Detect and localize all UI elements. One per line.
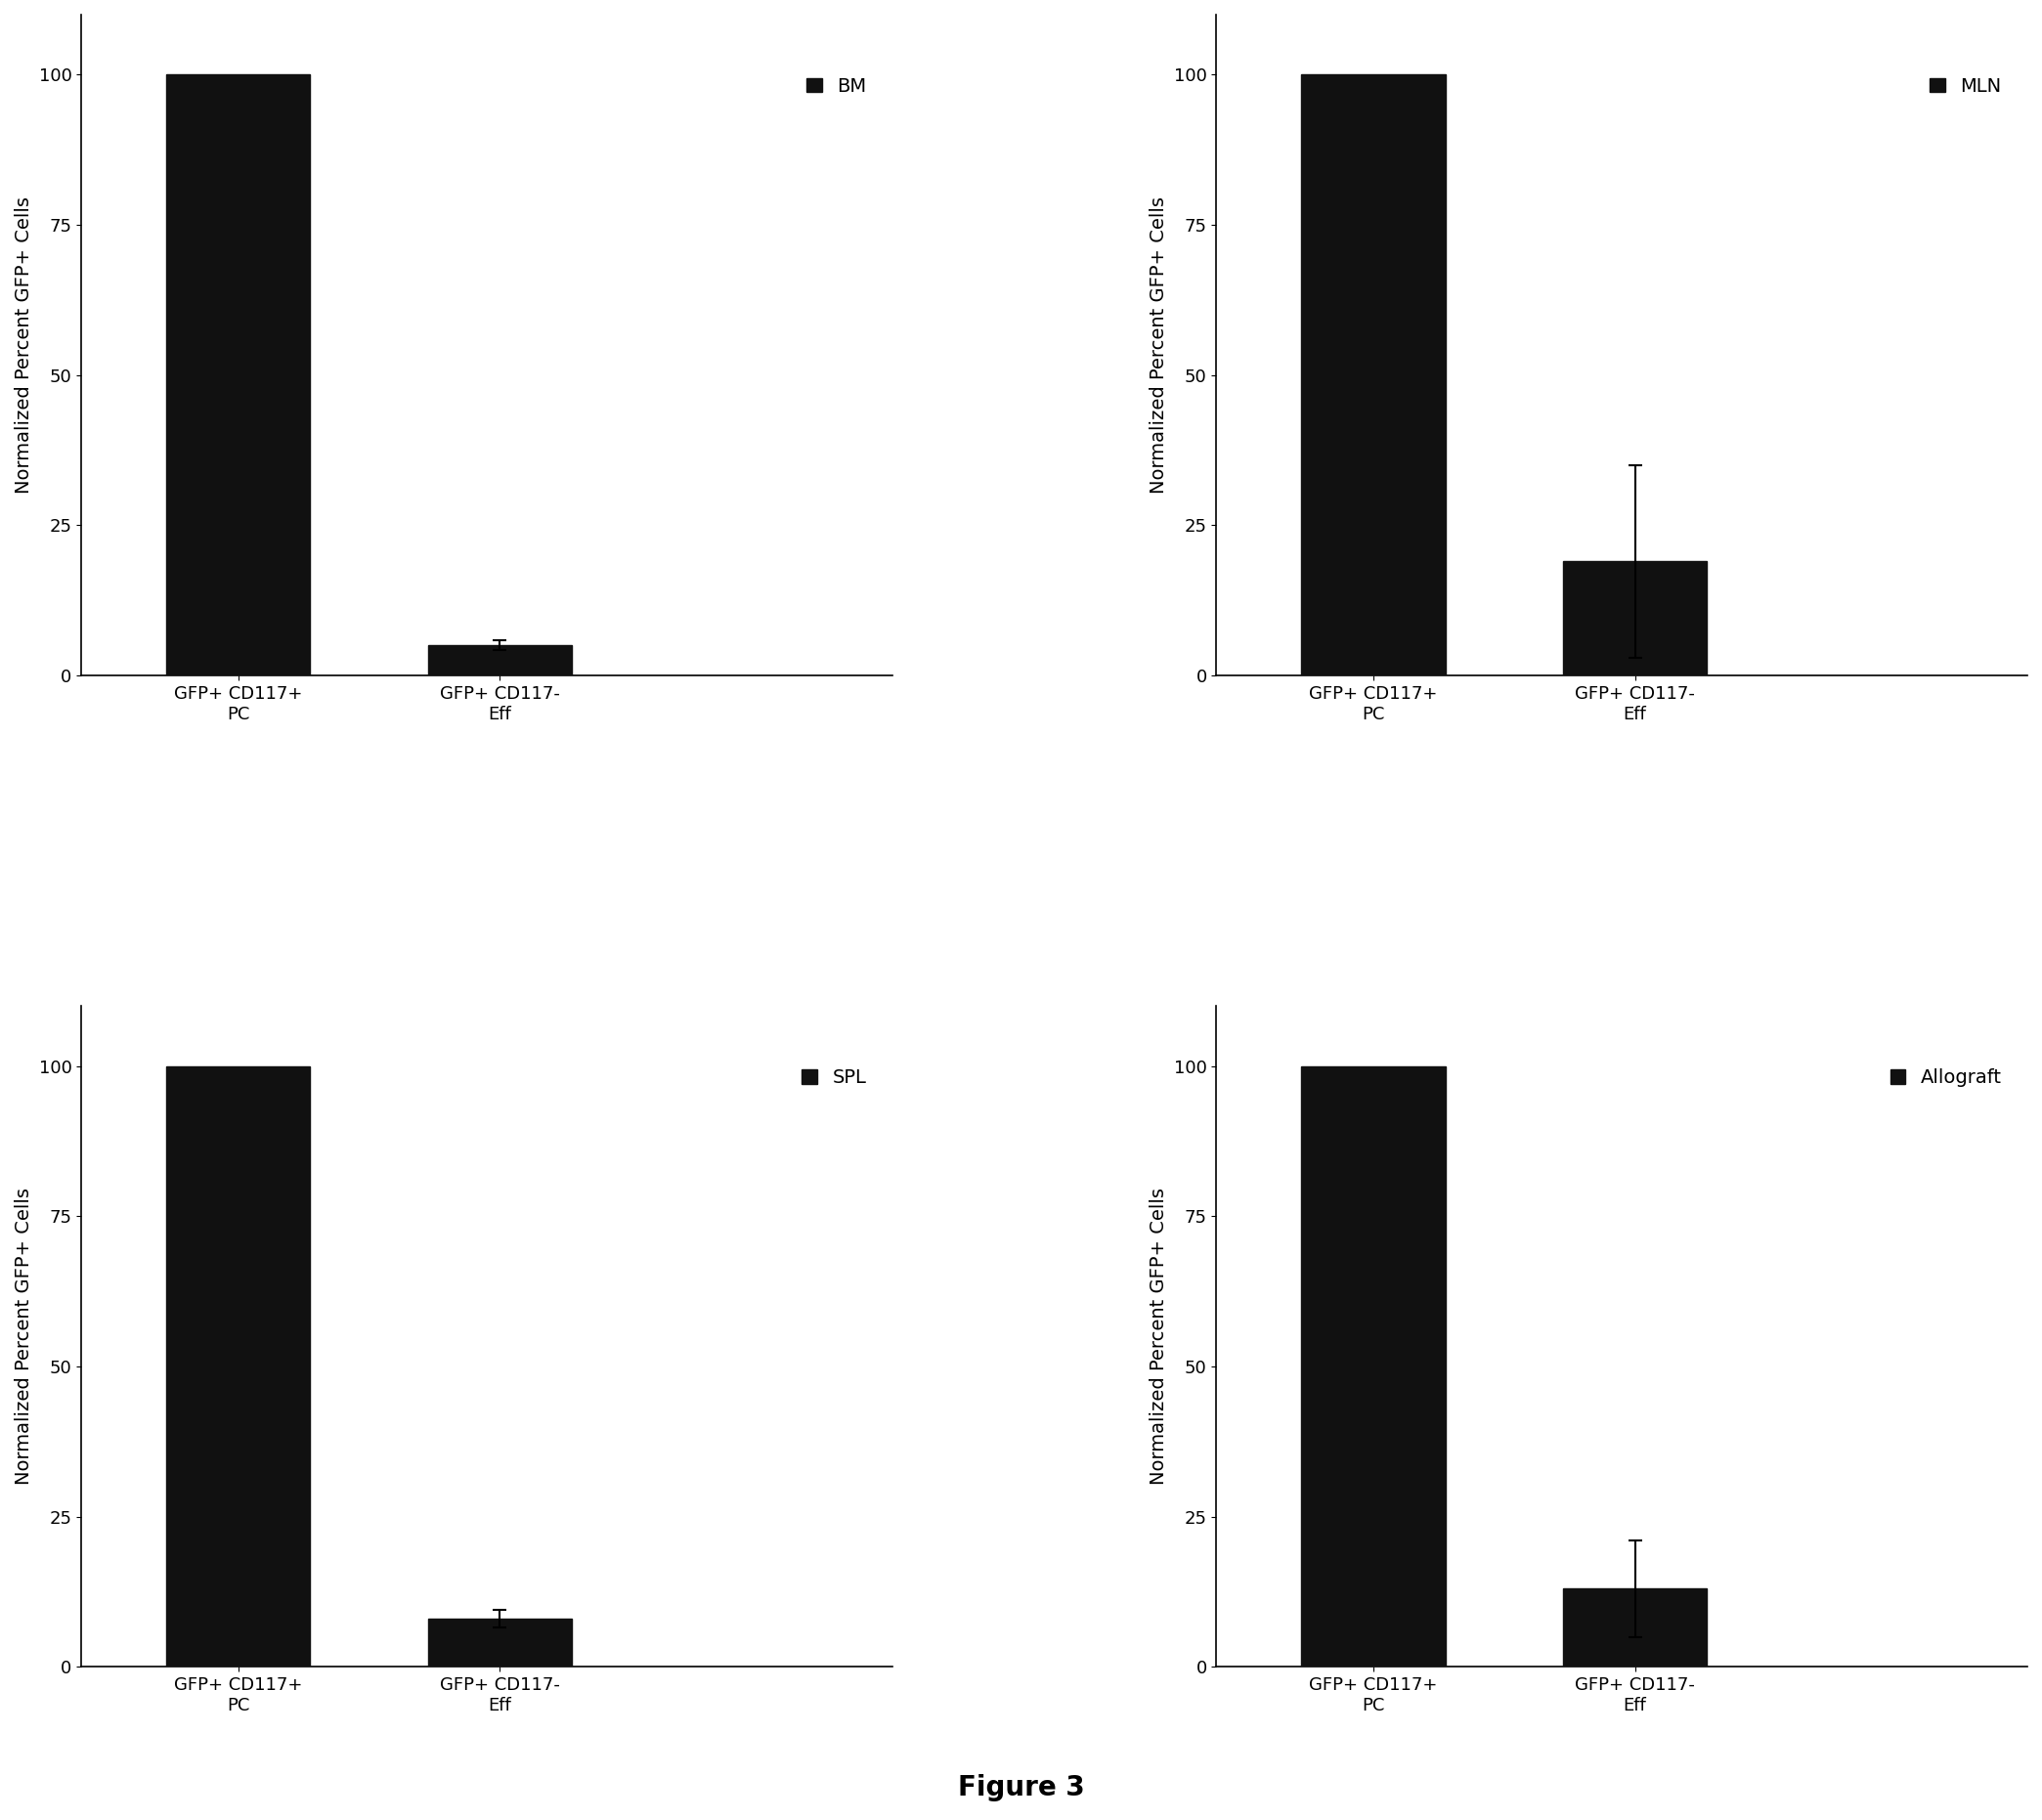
Bar bbox=[165, 75, 310, 675]
Bar bbox=[429, 1618, 572, 1667]
Legend: SPL: SPL bbox=[803, 1068, 866, 1087]
Legend: MLN: MLN bbox=[1930, 76, 2001, 96]
Bar bbox=[429, 646, 572, 675]
Bar bbox=[1562, 561, 1707, 675]
Bar bbox=[1301, 1067, 1446, 1667]
Text: Figure 3: Figure 3 bbox=[958, 1774, 1084, 1802]
Y-axis label: Normalized Percent GFP+ Cells: Normalized Percent GFP+ Cells bbox=[1150, 1188, 1168, 1485]
Legend: BM: BM bbox=[807, 76, 866, 96]
Y-axis label: Normalized Percent GFP+ Cells: Normalized Percent GFP+ Cells bbox=[14, 197, 33, 493]
Bar bbox=[165, 1067, 310, 1667]
Y-axis label: Normalized Percent GFP+ Cells: Normalized Percent GFP+ Cells bbox=[1150, 197, 1168, 493]
Legend: Allograft: Allograft bbox=[1891, 1068, 2001, 1087]
Y-axis label: Normalized Percent GFP+ Cells: Normalized Percent GFP+ Cells bbox=[14, 1188, 33, 1485]
Bar bbox=[1562, 1589, 1707, 1667]
Bar bbox=[1301, 75, 1446, 675]
